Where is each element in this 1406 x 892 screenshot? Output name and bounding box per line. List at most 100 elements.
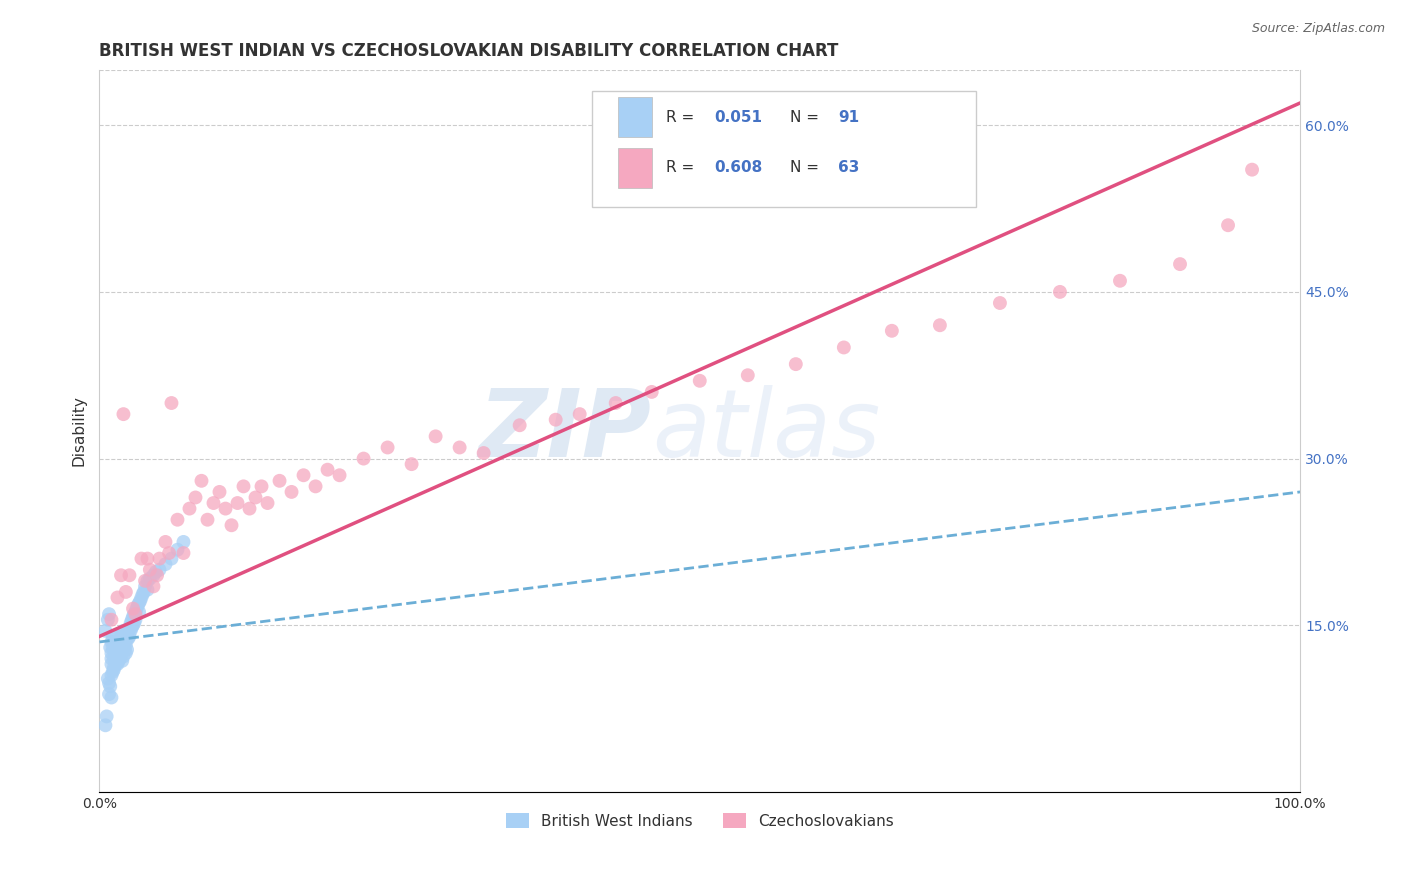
Point — [100, 646, 122, 660]
Point — [132, 585, 155, 599]
Point — [425, 429, 447, 443]
Point — [172, 535, 194, 549]
Text: Source: ZipAtlas.com: Source: ZipAtlas.com — [1251, 22, 1385, 36]
Point — [226, 496, 249, 510]
Text: N =: N = — [790, 110, 824, 125]
Point — [108, 651, 131, 665]
Point — [112, 407, 135, 421]
Text: 63: 63 — [838, 161, 859, 175]
Point — [190, 474, 212, 488]
Point — [98, 679, 121, 693]
Point — [880, 324, 903, 338]
Point — [208, 484, 231, 499]
Point — [117, 632, 139, 646]
Point — [280, 484, 302, 499]
Point — [928, 318, 950, 333]
Point — [1216, 218, 1239, 232]
Point — [148, 563, 170, 577]
Point — [641, 384, 664, 399]
Point — [110, 638, 132, 652]
Point — [107, 642, 129, 657]
Point — [118, 620, 141, 634]
FancyBboxPatch shape — [592, 91, 976, 207]
Point — [124, 605, 146, 619]
Point — [100, 657, 122, 672]
Point — [269, 474, 291, 488]
Point — [832, 341, 855, 355]
Point — [353, 451, 375, 466]
Bar — [619, 148, 652, 187]
Point — [112, 632, 135, 646]
Point — [121, 613, 143, 627]
Point — [1241, 162, 1264, 177]
Point — [115, 629, 138, 643]
Point — [202, 496, 225, 510]
Point — [166, 513, 188, 527]
Point — [122, 618, 145, 632]
Point — [110, 629, 132, 643]
Point — [100, 668, 122, 682]
Point — [117, 624, 139, 638]
Point — [172, 546, 194, 560]
Point — [100, 651, 122, 665]
Point — [689, 374, 711, 388]
Text: BRITISH WEST INDIAN VS CZECHOSLOVAKIAN DISABILITY CORRELATION CHART: BRITISH WEST INDIAN VS CZECHOSLOVAKIAN D… — [100, 42, 839, 60]
Text: N =: N = — [790, 161, 824, 175]
Text: R =: R = — [666, 161, 699, 175]
Point — [131, 591, 153, 605]
Point — [107, 635, 129, 649]
Point — [107, 629, 129, 643]
Point — [1168, 257, 1191, 271]
Point — [101, 665, 124, 679]
Point — [107, 591, 129, 605]
Point — [316, 463, 339, 477]
Point — [292, 468, 315, 483]
Point — [104, 646, 127, 660]
Point — [166, 542, 188, 557]
Point — [107, 651, 129, 665]
Point — [97, 613, 120, 627]
Point — [120, 615, 142, 630]
Point — [103, 663, 125, 677]
Point — [118, 568, 141, 582]
Point — [128, 605, 150, 619]
Point — [155, 557, 177, 571]
Point — [129, 594, 152, 608]
Point — [104, 654, 127, 668]
Point — [449, 441, 471, 455]
Point — [256, 496, 278, 510]
Point — [112, 640, 135, 655]
Y-axis label: Disability: Disability — [72, 395, 86, 467]
Text: R =: R = — [666, 110, 699, 125]
Point — [98, 687, 121, 701]
Point — [131, 551, 153, 566]
Point — [142, 579, 165, 593]
Point — [107, 646, 129, 660]
Point — [104, 640, 127, 655]
Point — [142, 568, 165, 582]
Point — [221, 518, 243, 533]
Point — [737, 368, 759, 383]
Point — [134, 574, 156, 588]
Point — [157, 546, 180, 560]
Point — [98, 676, 121, 690]
Text: 91: 91 — [838, 110, 859, 125]
Point — [97, 672, 120, 686]
Point — [245, 491, 267, 505]
Point — [122, 607, 145, 622]
Point — [1049, 285, 1071, 299]
Point — [107, 657, 129, 672]
Point — [120, 624, 142, 638]
Point — [118, 629, 141, 643]
Point — [100, 635, 122, 649]
Text: ZIP: ZIP — [479, 384, 652, 477]
Point — [111, 654, 134, 668]
Point — [568, 407, 591, 421]
Text: 0.051: 0.051 — [714, 110, 762, 125]
Point — [377, 441, 399, 455]
Point — [110, 568, 132, 582]
Point — [112, 649, 135, 664]
Point — [214, 501, 236, 516]
Point — [127, 599, 149, 613]
Point — [104, 654, 127, 668]
